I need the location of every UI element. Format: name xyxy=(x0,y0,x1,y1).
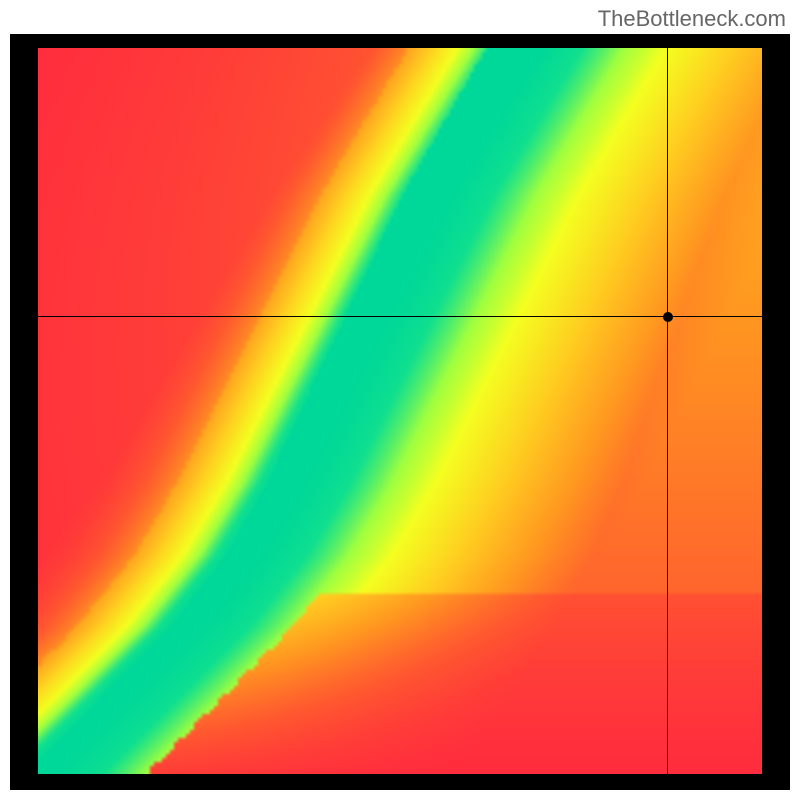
heatmap-canvas xyxy=(38,48,762,774)
watermark-text: TheBottleneck.com xyxy=(598,6,786,32)
plot-outer-frame xyxy=(10,34,790,790)
crosshair-horizontal-line xyxy=(38,316,762,317)
crosshair-vertical-line xyxy=(667,48,668,774)
crosshair-point xyxy=(663,312,673,322)
figure-container: TheBottleneck.com xyxy=(0,0,800,800)
